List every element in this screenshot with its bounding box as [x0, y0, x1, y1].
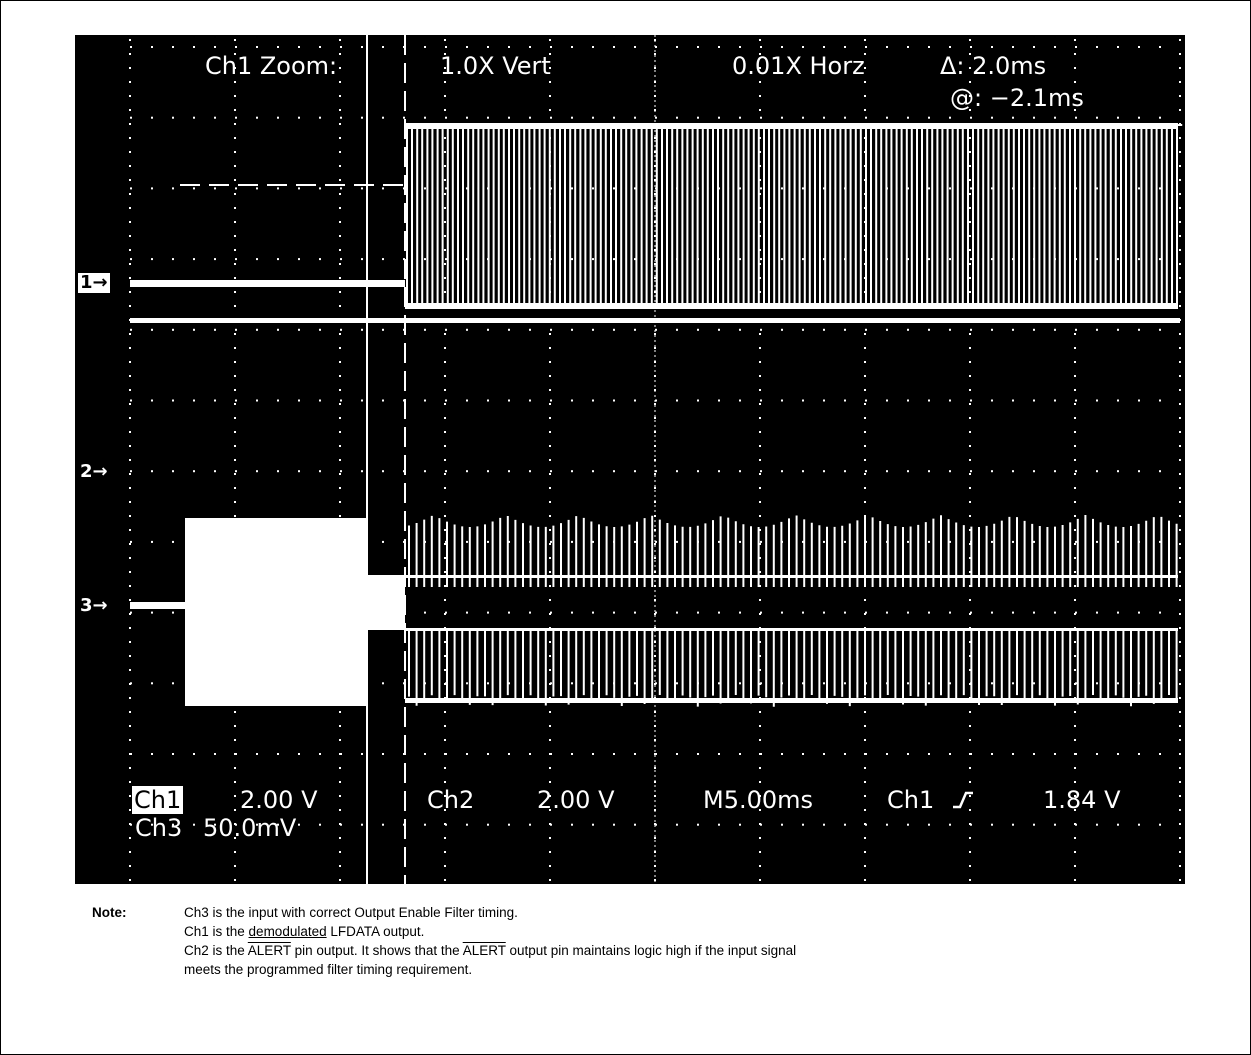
oscilloscope-screen: Ch1 Zoom: 1.0X Vert 0.01X Horz Δ: 2.0ms …	[75, 35, 1185, 884]
ch1-pulses	[406, 124, 1183, 308]
horz-zoom: 0.01X Horz	[732, 52, 865, 80]
ch2-scale: 2.00 V	[537, 786, 615, 814]
ch2-marker: 2→	[80, 461, 108, 482]
note-line-2: Ch1 is the demodulated LFDATA output.	[184, 924, 425, 939]
ch1-scale: 2.00 V	[240, 786, 318, 814]
ch3-pulses	[408, 515, 1178, 707]
rising-edge-icon	[950, 787, 981, 865]
ch3-label: Ch3	[135, 814, 183, 842]
note-line-1: Ch3 is the input with correct Output Ena…	[184, 905, 518, 920]
ch2-label: Ch2	[427, 786, 475, 814]
ch3-trace	[130, 518, 1178, 706]
zoom-label: Ch1 Zoom:	[205, 52, 338, 80]
trigger-level: 1.84 V	[1043, 786, 1121, 814]
delta-readout: Δ: 2.0ms	[940, 52, 1047, 80]
waveform-display	[129, 35, 1183, 884]
ch3-scale: 50.0mV	[203, 814, 297, 842]
ch1-readout: Ch1	[132, 786, 184, 814]
ch1-label: Ch1	[132, 786, 184, 814]
note-label: Note:	[92, 905, 127, 920]
note-line-4: meets the programmed filter timing requi…	[184, 962, 473, 977]
vert-zoom: 1.0X Vert	[440, 52, 551, 80]
ch3-marker: 3→	[80, 595, 108, 616]
ch1-marker: 1→	[78, 272, 110, 293]
trigger-channel: Ch1	[887, 786, 935, 814]
at-readout: @: −2.1ms	[950, 84, 1084, 112]
note-line-3: Ch2 is the ALERT pin output. It shows th…	[184, 943, 797, 958]
timebase: M5.00ms	[703, 786, 814, 814]
graticule	[129, 39, 1181, 881]
